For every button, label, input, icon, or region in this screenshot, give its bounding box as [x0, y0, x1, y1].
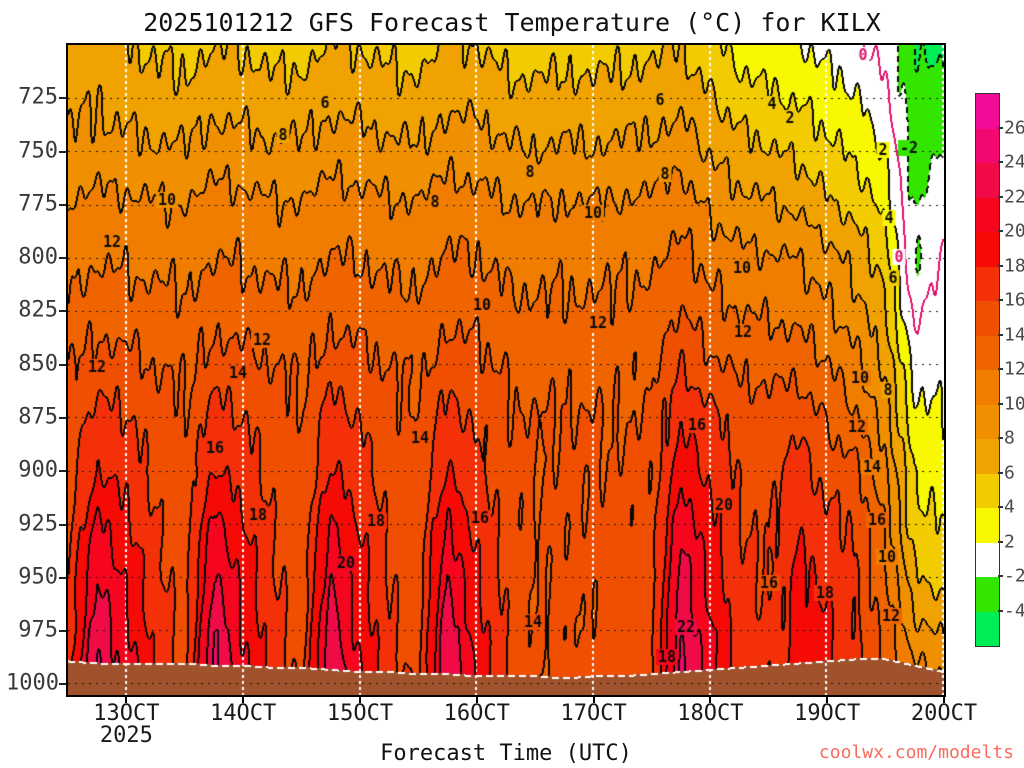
colorbar-tick-label: 24: [1004, 151, 1024, 173]
y-tick-mark: [59, 630, 66, 633]
colorbar-tick-label: 4: [1004, 496, 1015, 518]
y-tick-mark: [59, 310, 66, 313]
y-tick-mark: [59, 470, 66, 473]
colorbar-segment: [976, 163, 999, 198]
y-tick-mark: [59, 683, 66, 686]
y-tick-label: 825: [18, 297, 58, 323]
y-tick-label: 850: [18, 351, 58, 377]
x-tick-mark: [359, 696, 361, 703]
x-tick-label: 14OCT: [210, 701, 277, 726]
y-tick-label: 875: [18, 404, 58, 430]
y-tick-mark: [59, 150, 66, 153]
page-title: 2025101212 GFS Forecast Temperature (°C)…: [143, 8, 881, 37]
x-tick-mark: [242, 696, 245, 703]
colorbar-tick-label: 10: [1004, 393, 1024, 414]
colorbar-segment: [976, 542, 999, 577]
colorbar-tick: [998, 609, 1003, 612]
y-tick-label: 975: [18, 617, 58, 643]
colorbar-segment: [976, 577, 999, 612]
x-tick-label: 16OCT: [443, 701, 510, 726]
colorbar-tick: [998, 230, 1003, 232]
x-tick-mark: [475, 696, 478, 703]
y-tick-mark: [59, 203, 66, 206]
colorbar-tick: [998, 126, 1003, 129]
colorbar-tick-label: 16: [1004, 289, 1024, 311]
y-tick-mark: [59, 97, 66, 100]
x-tick-label: 15OCT: [326, 701, 394, 726]
x-tick-mark: [592, 696, 595, 703]
colorbar-segment: [976, 94, 999, 129]
x-tick-label: 13OCT: [93, 701, 160, 726]
x-tick-label: 20OCT: [910, 701, 978, 726]
colorbar-tick: [998, 402, 1003, 405]
y-tick-label: 725: [18, 84, 58, 110]
colorbar-tick: [998, 575, 1003, 577]
y-tick-label: 800: [18, 244, 58, 270]
colorbar: [975, 93, 1000, 647]
x-axis-title: Forecast Time (UTC): [380, 741, 632, 766]
y-tick-label: 750: [18, 138, 58, 164]
colorbar-segment: [976, 335, 999, 370]
colorbar-tick-label: -2: [1004, 565, 1024, 587]
colorbar-tick: [998, 437, 1003, 439]
y-tick-label: 925: [18, 511, 58, 536]
colorbar-tick: [998, 540, 1003, 543]
colorbar-segment: [976, 232, 999, 267]
y-tick-mark: [59, 363, 66, 366]
y-tick-mark: [59, 576, 66, 579]
x-tick-label: 19OCT: [794, 701, 861, 726]
colorbar-segment: [976, 301, 999, 336]
y-tick-label: 950: [18, 564, 58, 590]
colorbar-segment: [976, 611, 999, 646]
x-axis-year: 2025: [99, 723, 153, 748]
colorbar-tick-label: 14: [1004, 324, 1024, 345]
y-tick-label: 775: [18, 191, 58, 217]
colorbar-segment: [976, 128, 999, 163]
colorbar-tick-label: 8: [1004, 427, 1015, 449]
colorbar-tick: [998, 161, 1003, 163]
colorbar-tick: [998, 471, 1003, 474]
x-tick-label: 18OCT: [677, 701, 744, 726]
colorbar-tick-label: 12: [1004, 358, 1024, 380]
colorbar-tick-label: -4: [1004, 600, 1024, 621]
y-tick-mark: [59, 257, 66, 260]
colorbar-segment: [976, 439, 999, 474]
x-tick-mark: [826, 696, 829, 703]
x-tick-mark: [125, 696, 128, 703]
y-tick-mark: [59, 523, 66, 526]
watermark: coolwx.com/modelts: [818, 742, 1014, 763]
colorbar-tick-label: 20: [1004, 220, 1024, 242]
colorbar-tick-label: 6: [1004, 462, 1015, 483]
x-tick-mark: [943, 696, 945, 703]
colorbar-tick: [998, 333, 1003, 336]
colorbar-tick: [998, 264, 1003, 267]
colorbar-tick: [998, 299, 1003, 301]
y-tick-label: 1000: [6, 670, 59, 696]
colorbar-tick-label: 2: [1004, 531, 1015, 552]
colorbar-tick: [998, 195, 1003, 198]
colorbar-segment: [976, 404, 999, 439]
colorbar-tick-label: 22: [1004, 186, 1024, 207]
y-tick-mark: [59, 416, 66, 419]
contour-field-canvas: [68, 45, 944, 695]
x-tick-mark: [709, 696, 712, 703]
colorbar-tick: [998, 506, 1003, 508]
colorbar-segment: [976, 508, 999, 543]
x-tick-label: 17OCT: [560, 701, 627, 726]
colorbar-tick-label: 26: [1004, 117, 1024, 138]
colorbar-segment: [976, 266, 999, 301]
colorbar-segment: [976, 473, 999, 508]
colorbar-tick: [998, 368, 1003, 370]
y-tick-label: 900: [18, 457, 58, 483]
colorbar-segment: [976, 197, 999, 232]
colorbar-tick-label: 18: [1004, 255, 1024, 276]
colorbar-segment: [976, 370, 999, 405]
